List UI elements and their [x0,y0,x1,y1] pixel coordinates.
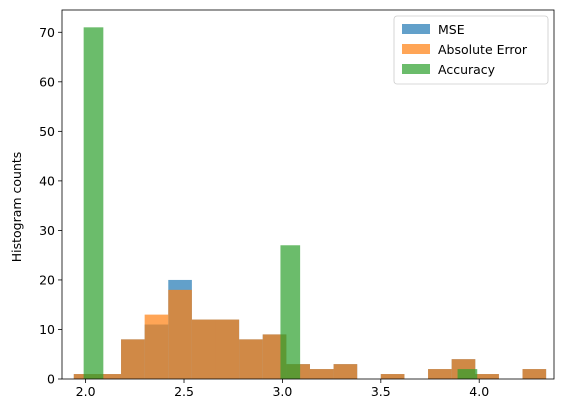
y-tick-label: 0 [47,372,55,387]
bar-absolute-error-3 [145,315,169,379]
legend-swatch-mse [402,24,430,34]
x-tick-label: 2.0 [76,384,96,399]
legend-label-absolute-error: Absolute Error [438,42,528,57]
bar-absolute-error-5 [192,320,216,379]
legend-swatch-absolute-error [402,44,430,54]
y-tick-label: 60 [39,74,55,89]
legend-label-accuracy: Accuracy [438,62,496,77]
bar-accuracy-2 [458,369,478,379]
bar-absolute-error-11 [334,364,358,379]
bar-absolute-error-15 [475,374,499,379]
bar-accuracy-0 [84,27,104,379]
x-tick-label: 2.5 [174,384,194,399]
bar-accuracy-1 [280,245,300,379]
legend: MSE Absolute Error Accuracy [394,16,548,84]
bar-absolute-error-13 [428,369,452,379]
x-tick-label: 3.0 [272,384,292,399]
y-tick-label: 20 [39,272,55,287]
y-axis-label: Histogram counts [9,152,24,263]
y-tick-label: 30 [39,223,55,238]
bar-absolute-error-16 [523,369,547,379]
x-tick-label: 4.0 [469,384,489,399]
x-tick-label: 3.5 [371,384,391,399]
bar-absolute-error-7 [239,339,263,379]
bar-absolute-error-12 [381,374,405,379]
legend-label-mse: MSE [438,22,465,37]
y-tick-label: 40 [39,173,55,188]
y-tick-label: 50 [39,124,55,139]
legend-swatch-accuracy [402,64,430,74]
bar-absolute-error-10 [310,369,334,379]
bar-absolute-error-6 [216,320,240,379]
bar-absolute-error-2 [121,339,145,379]
y-tick-label: 70 [39,25,55,40]
y-tick-label: 10 [39,322,55,337]
bar-absolute-error-4 [168,290,192,379]
